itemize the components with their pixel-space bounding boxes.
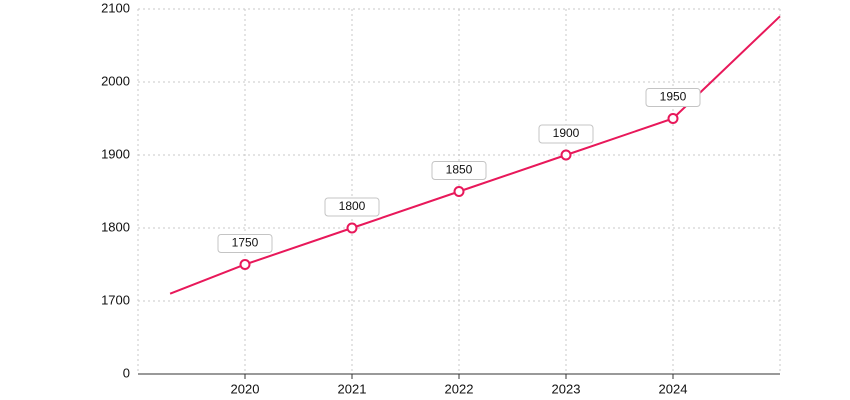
point <box>560 149 572 161</box>
data-label: 1950 <box>660 90 687 104</box>
point <box>239 259 251 270</box>
y-tick-label: 2000 <box>101 73 130 88</box>
data-label-box <box>431 161 487 180</box>
y-tick-label: 1700 <box>101 292 130 307</box>
data-label: 1750 <box>232 236 259 250</box>
y-tick-label: 0 <box>123 365 130 380</box>
data-label-box <box>538 124 594 144</box>
data-label-box <box>645 88 701 107</box>
data-label-box <box>217 234 273 253</box>
x-tick-label: 2024 <box>659 381 688 396</box>
data-label-box <box>324 197 380 217</box>
x-tick-label: 2021 <box>338 381 367 396</box>
y-tick-label: 2100 <box>101 0 130 15</box>
x-tick-label: 2020 <box>231 381 260 396</box>
point <box>453 186 465 197</box>
point <box>346 222 358 234</box>
data-label: 1850 <box>446 163 473 177</box>
y-tick-label: 1800 <box>101 219 130 234</box>
y-tick-label: 1900 <box>101 146 130 161</box>
data-label: 1900 <box>553 126 580 140</box>
x-tick-label: 2023 <box>552 381 581 396</box>
data-label: 1800 <box>339 199 366 213</box>
x-tick-label: 2022 <box>445 381 474 396</box>
point <box>667 113 679 124</box>
